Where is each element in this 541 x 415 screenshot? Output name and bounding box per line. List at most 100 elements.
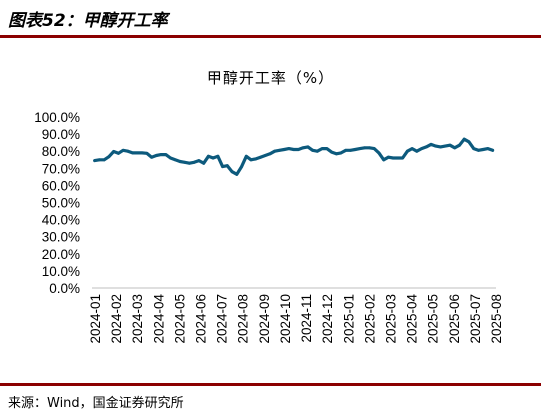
data-point	[382, 158, 386, 162]
y-tick-label: 100.0%	[34, 110, 80, 125]
data-point	[396, 156, 400, 160]
data-point	[353, 148, 357, 151]
data-point	[358, 147, 362, 150]
data-point	[202, 161, 206, 165]
data-point	[292, 148, 296, 151]
y-tick-label: 10.0%	[42, 264, 80, 279]
data-point	[458, 143, 461, 147]
data-point	[320, 147, 324, 150]
data-point	[377, 151, 381, 155]
data-point	[315, 149, 319, 153]
data-point	[135, 151, 139, 155]
data-point	[230, 170, 234, 174]
header-rule	[0, 35, 541, 38]
data-point	[282, 148, 286, 151]
data-point	[415, 149, 419, 153]
data-point	[112, 150, 116, 153]
data-point	[102, 158, 106, 162]
x-tick-label: 2025-02	[362, 294, 377, 344]
data-point	[188, 161, 191, 165]
data-point	[387, 155, 390, 159]
data-point	[211, 156, 215, 160]
y-tick-label: 40.0%	[42, 213, 80, 228]
figure-label: 图表52：	[8, 11, 83, 31]
x-tick-label: 2025-06	[447, 294, 462, 344]
x-tick-label: 2024-02	[109, 294, 124, 344]
data-point	[334, 152, 338, 156]
data-point	[140, 151, 144, 155]
plot-area	[93, 137, 495, 176]
data-point	[244, 154, 248, 158]
y-tick-label: 60.0%	[42, 178, 80, 193]
data-point	[439, 145, 442, 149]
x-tick-label: 2025-08	[489, 294, 504, 344]
data-point	[240, 165, 244, 168]
data-point	[434, 144, 438, 148]
data-point	[159, 153, 163, 156]
data-point	[117, 151, 120, 155]
data-point	[472, 147, 476, 150]
data-point	[443, 144, 447, 148]
data-point	[221, 165, 225, 168]
y-tick-label: 50.0%	[42, 196, 80, 211]
data-point	[372, 147, 376, 150]
data-point	[491, 148, 494, 152]
data-point	[197, 159, 201, 162]
x-tick-label: 2025-07	[468, 294, 483, 344]
data-point	[467, 140, 471, 144]
data-point	[424, 145, 428, 149]
data-point	[453, 146, 457, 150]
y-tick-label: 90.0%	[42, 127, 80, 142]
data-point	[311, 148, 314, 152]
data-point	[254, 157, 258, 161]
data-point	[207, 154, 210, 158]
x-tick-label: 2024-05	[172, 294, 187, 344]
chart-area: 甲醇开工率（%） 0.0% 10.0% 20.0% 30.0% 40.0% 50.0% 60…	[0, 40, 541, 380]
data-point	[173, 158, 177, 162]
data-point	[330, 150, 333, 154]
data-point	[391, 156, 395, 160]
x-tick-label: 2024-08	[236, 294, 251, 344]
x-axis: 2024-01 2024-02 2024-03 2024-04 2024-05 2024-…	[88, 287, 504, 344]
x-tick-label: 2024-12	[320, 294, 335, 344]
data-point	[339, 151, 343, 155]
x-tick-label: 2024-03	[130, 294, 145, 344]
data-point	[325, 147, 329, 150]
footer-rule	[0, 383, 541, 386]
series-line	[93, 137, 495, 176]
data-point	[121, 148, 125, 152]
figure-name: 甲醇开工率	[82, 11, 168, 31]
data-point	[259, 155, 262, 159]
figure-title: 图表52：甲醇开工率	[8, 6, 168, 31]
data-point	[349, 148, 352, 152]
data-point	[263, 154, 267, 157]
data-point	[420, 147, 423, 150]
x-tick-label: 2024-01	[88, 294, 103, 344]
data-point	[235, 172, 239, 176]
data-point	[368, 146, 371, 150]
data-point	[131, 151, 135, 155]
x-tick-label: 2024-04	[151, 294, 166, 344]
data-point	[344, 148, 348, 152]
y-tick-label: 30.0%	[42, 230, 80, 245]
y-axis: 0.0% 10.0% 20.0% 30.0% 40.0% 50.0% 60.0% 70.0% 8…	[34, 110, 80, 296]
data-point	[216, 154, 220, 158]
figure-header: 图表52：甲醇开工率	[0, 0, 541, 40]
y-tick-label: 0.0%	[49, 281, 80, 296]
data-point	[178, 160, 182, 163]
data-point	[169, 156, 172, 160]
line-chart: 0.0% 10.0% 20.0% 30.0% 40.0% 50.0% 60.0% 70.0% 8…	[34, 110, 504, 344]
y-tick-label: 70.0%	[42, 161, 80, 176]
x-tick-label: 2024-09	[257, 294, 272, 344]
chart-title: 甲醇开工率（%）	[206, 69, 335, 87]
data-point	[363, 146, 367, 150]
x-tick-label: 2024-07	[215, 294, 230, 344]
data-point	[477, 148, 480, 152]
data-point	[406, 149, 409, 153]
data-point	[192, 160, 196, 164]
data-point	[107, 155, 111, 159]
data-point	[429, 143, 433, 146]
data-point	[98, 158, 101, 162]
data-point	[249, 158, 253, 162]
data-point	[481, 148, 485, 151]
